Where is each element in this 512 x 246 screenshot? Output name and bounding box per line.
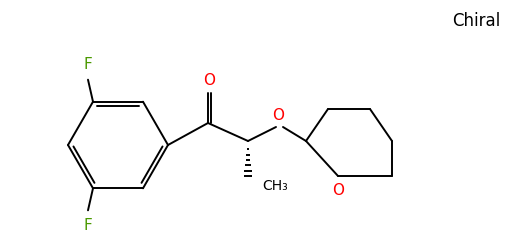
Text: CH₃: CH₃ [262,179,288,193]
Text: F: F [83,57,92,72]
Text: F: F [83,218,92,233]
Text: O: O [203,73,216,88]
Text: O: O [332,183,344,198]
Text: Chiral: Chiral [452,12,500,30]
Text: O: O [272,108,284,123]
